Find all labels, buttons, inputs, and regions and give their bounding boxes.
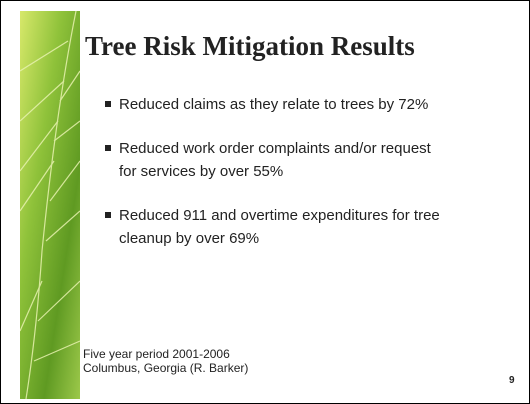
bullet-text: Reduced claims as they relate to trees b… xyxy=(105,93,428,116)
slide-title: Tree Risk Mitigation Results xyxy=(85,31,415,62)
page-number: 9 xyxy=(509,375,515,386)
leaf-image xyxy=(20,11,80,399)
bullet-item: Reduced 911 and overtime expenditures fo… xyxy=(105,204,440,250)
bullet-text: for services by over 55% xyxy=(105,160,431,183)
bullet-text: cleanup by over 69% xyxy=(105,227,440,250)
footnote-line: Five year period 2001-2006 xyxy=(83,347,248,361)
leaf-bg xyxy=(20,11,80,399)
footnote-line: Columbus, Georgia (R. Barker) xyxy=(83,361,248,375)
bullet-marker xyxy=(105,101,111,107)
page: Tree Risk Mitigation Results Reduced cla… xyxy=(0,0,530,404)
bullet-text: Reduced 911 and overtime expenditures fo… xyxy=(105,204,440,227)
bullet-marker xyxy=(105,212,111,218)
bullet-item: Reduced work order complaints and/or req… xyxy=(105,137,431,183)
slide: Tree Risk Mitigation Results Reduced cla… xyxy=(0,0,530,404)
bullet-item: Reduced claims as they relate to trees b… xyxy=(105,93,428,116)
bullet-marker xyxy=(105,145,111,151)
bullet-text: Reduced work order complaints and/or req… xyxy=(105,137,431,160)
